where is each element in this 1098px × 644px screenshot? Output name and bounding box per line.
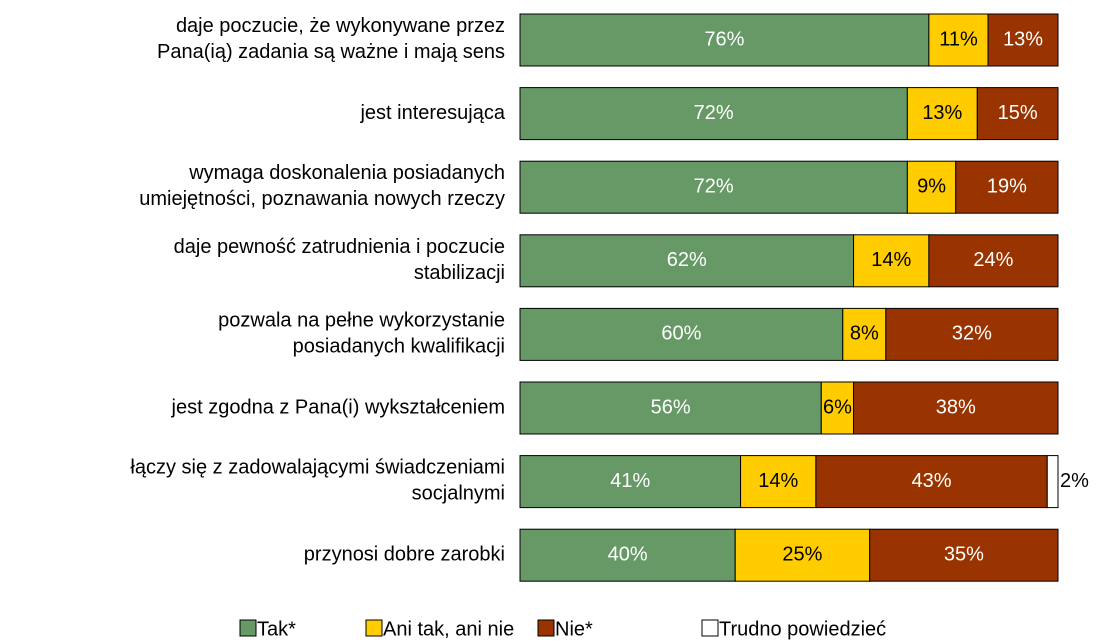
bar-segment	[519, 234, 855, 288]
value-label: 35%	[944, 543, 984, 565]
bar-segment	[519, 160, 908, 214]
category-label: przynosi dobre zarobki	[304, 543, 505, 565]
legend-label: Nie*	[555, 618, 593, 640]
bar-segment	[928, 234, 1059, 288]
value-label: 60%	[661, 323, 701, 345]
bar-segment	[734, 528, 871, 582]
value-label: 32%	[952, 323, 992, 345]
legend-swatch	[701, 619, 719, 637]
value-label: 40%	[608, 543, 648, 565]
value-label: 38%	[936, 396, 976, 418]
bar-segment	[976, 87, 1059, 141]
value-label: 25%	[782, 543, 822, 565]
value-label: 6%	[823, 396, 852, 418]
category-label: łączy się z zadowalającymi świadczeniami…	[130, 457, 505, 505]
category-label: pozwala na pełne wykorzystanie posiadanyc…	[218, 310, 505, 358]
category-label: daje pewność zatrudnienia i poczucie stab…	[174, 236, 505, 284]
bar-segment	[519, 307, 844, 361]
value-label: 43%	[912, 470, 952, 492]
category-label: jest interesująca	[359, 102, 505, 124]
legend-label: Ani tak, ani nie	[383, 618, 514, 640]
bar-segment	[1046, 455, 1059, 509]
value-label: 13%	[1003, 28, 1043, 50]
value-label: 15%	[998, 102, 1038, 124]
value-label: 72%	[694, 102, 734, 124]
category-label: daje poczucie, że wykonywane przez Pana(i…	[157, 15, 505, 63]
bar-segment	[853, 381, 1059, 435]
legend-label: Trudno powiedzieć	[719, 618, 886, 640]
value-label: 2%	[1060, 470, 1089, 492]
category-label: wymaga doskonalenia posiadanych umiejętno…	[139, 162, 505, 210]
bar-segment	[906, 160, 957, 214]
value-label: 72%	[694, 175, 734, 197]
bar-segment	[820, 381, 855, 435]
bar-segment	[740, 455, 817, 509]
legend-swatch	[239, 619, 257, 637]
legend-label: Tak*	[257, 618, 296, 640]
value-label: 24%	[973, 249, 1013, 271]
value-label: 9%	[917, 175, 946, 197]
bar-segment	[928, 13, 989, 67]
bar-segment	[955, 160, 1059, 214]
category-label: jest zgodna z Pana(i) wykształceniem	[171, 396, 505, 418]
value-label: 14%	[871, 249, 911, 271]
value-label: 62%	[667, 249, 707, 271]
bar-segment	[519, 528, 736, 582]
value-label: 76%	[704, 28, 744, 50]
legend-swatch	[537, 619, 555, 637]
legend-swatch	[365, 619, 383, 637]
value-label: 41%	[610, 470, 650, 492]
value-label: 8%	[850, 323, 879, 345]
bar-segment	[519, 13, 930, 67]
bar-segment	[519, 381, 822, 435]
bar-segment	[885, 307, 1059, 361]
bar-segment	[842, 307, 887, 361]
bar-segment	[869, 528, 1059, 582]
bar-segment	[519, 455, 742, 509]
value-label: 13%	[922, 102, 962, 124]
bar-segment	[987, 13, 1059, 67]
bar-segment	[906, 87, 978, 141]
value-label: 14%	[758, 470, 798, 492]
bar-segment	[815, 455, 1048, 509]
value-label: 56%	[651, 396, 691, 418]
value-label: 11%	[939, 28, 978, 50]
value-label: 19%	[987, 175, 1027, 197]
bar-segment	[519, 87, 908, 141]
